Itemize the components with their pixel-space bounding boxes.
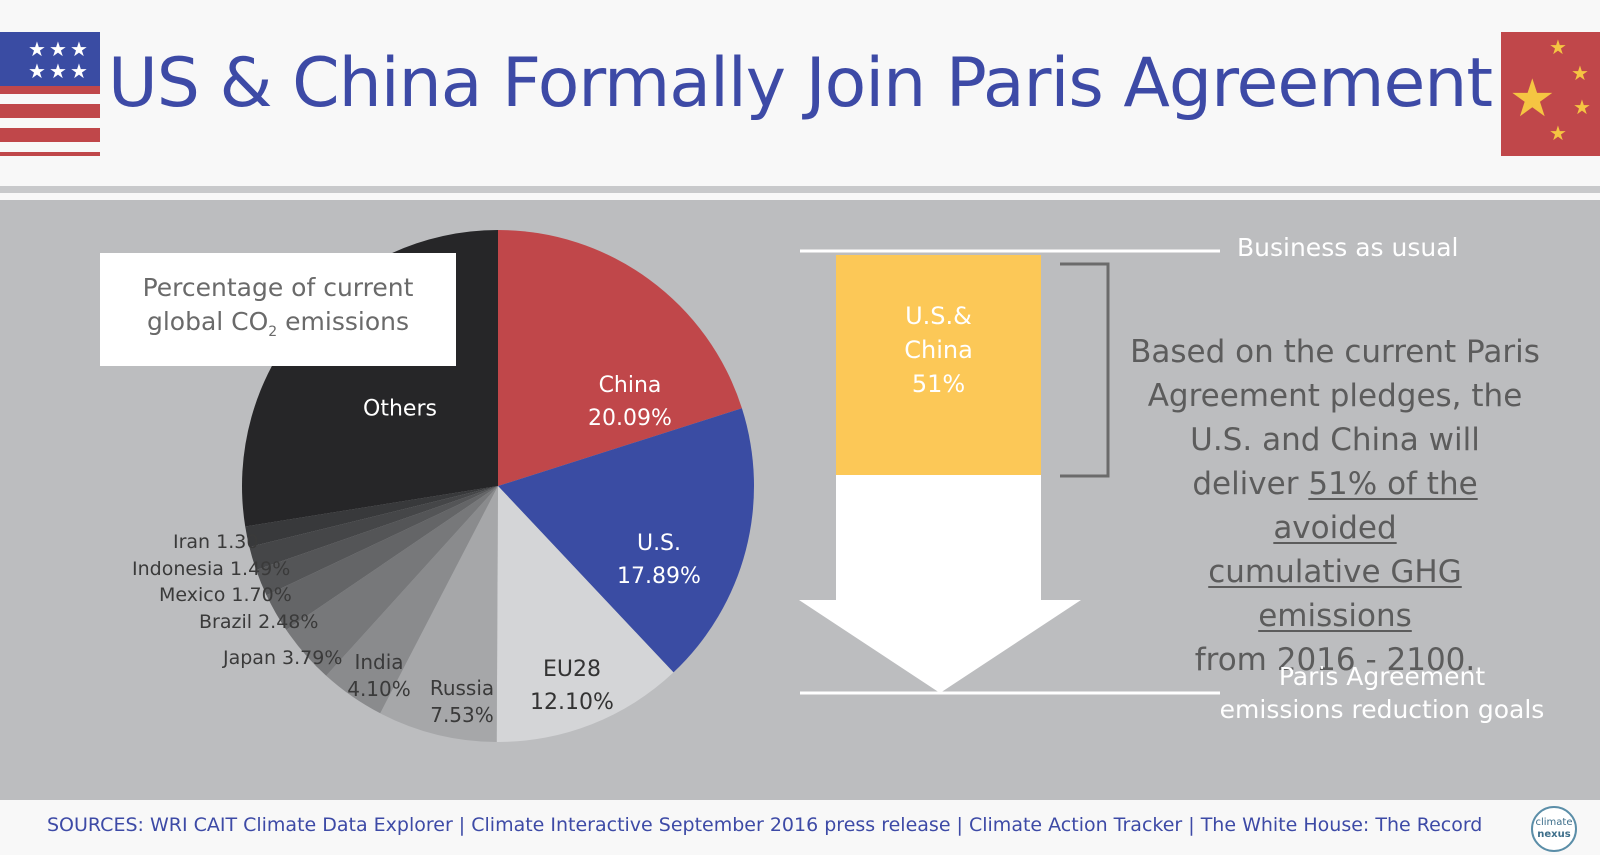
svg-text:★: ★: [1549, 121, 1567, 145]
pie-title-line2: global CO2 emissions: [146, 306, 410, 340]
slice-label-india: India 4.10%: [347, 650, 411, 701]
pie-slice-japan: [286, 486, 498, 676]
slice-label-japan: Japan 3.79%: [223, 647, 343, 669]
pie-slice-u-s-: [498, 408, 755, 673]
pledge-description: Based on the current Paris Agreement ple…: [1130, 334, 1540, 678]
svg-text:★: ★: [1549, 35, 1567, 59]
svg-text:★: ★: [1509, 69, 1556, 129]
pie-slice-iran: [245, 486, 498, 548]
climate-nexus-logo: climate nexus: [1531, 806, 1577, 852]
header: [0, 0, 1600, 186]
sources-footer: SOURCES: WRI CAIT Climate Data Explorer …: [47, 814, 1483, 836]
slice-label-china: China 20.09%: [588, 373, 672, 431]
svg-text:★: ★: [1573, 95, 1591, 119]
us-flag-icon: ★ ★ ★ ★ ★ ★: [0, 32, 100, 156]
bracket: [1060, 262, 1110, 478]
pie-chart-title: Percentage of current global CO2 emissio…: [100, 253, 456, 366]
reduction-arrow-graphic: [799, 249, 1220, 695]
svg-text:★: ★: [49, 59, 67, 83]
page-title: US & China Formally Join Paris Agreement: [107, 44, 1493, 123]
pie-slice-mexico: [256, 486, 498, 596]
pie-title-line1: Percentage of current: [142, 272, 414, 302]
header-divider: [0, 186, 1600, 193]
svg-text:★: ★: [70, 59, 88, 83]
pie-slice-india: [326, 486, 498, 714]
svg-text:★: ★: [70, 37, 88, 61]
slice-label-brazil: Brazil 2.48%: [199, 611, 319, 633]
pie-slice-eu28: [496, 486, 674, 742]
us-china-share-label: U.S.& China 51%: [904, 302, 973, 398]
paris-goal-label: Paris Agreement emissions reduction goal…: [1219, 662, 1545, 724]
svg-text:★: ★: [28, 59, 46, 83]
us-china-share-bar: [836, 255, 1041, 475]
svg-text:★: ★: [49, 37, 67, 61]
svg-text:★: ★: [28, 37, 46, 61]
pie-slice-china: [498, 230, 742, 486]
slice-label-iran: Iran 1.30: [173, 531, 259, 553]
slice-label-eu28: EU28 12.10%: [530, 657, 614, 715]
bau-label: Business as usual: [1237, 233, 1459, 262]
slice-label-indonesia: Indonesia 1.49%: [132, 558, 291, 580]
china-flag-icon: ★ ★ ★ ★ ★: [1501, 32, 1600, 156]
pie-slice-brazil: [266, 486, 498, 630]
slice-label-us: U.S. 17.89%: [617, 531, 701, 589]
slice-label-mexico: Mexico 1.70%: [159, 584, 292, 606]
svg-text:★: ★: [1571, 61, 1589, 85]
slice-label-russia: Russia 7.53%: [429, 676, 495, 727]
slice-label-others: Others: [363, 396, 437, 422]
pie-slice-indonesia: [249, 486, 498, 570]
pie-slice-russia: [380, 486, 498, 742]
